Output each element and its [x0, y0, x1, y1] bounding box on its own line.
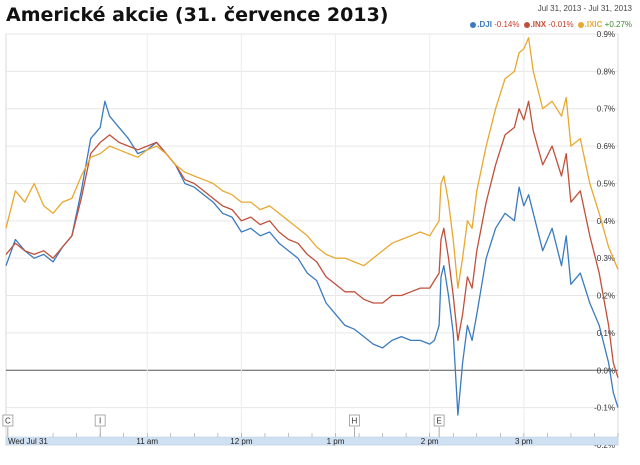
legend-series-name: .DJI [477, 20, 492, 29]
legend-series-change: -0.14% [491, 20, 520, 29]
event-marker-flag [2, 414, 14, 427]
legend-series-name: .IXIC [584, 20, 603, 29]
legend-item[interactable]: .IXIC +0.27% [577, 20, 632, 29]
x-start-label: Wed Jul 31 [8, 437, 48, 446]
event-marker-flag [433, 414, 445, 427]
y-tick-label: -0.2% [594, 441, 615, 450]
y-tick-label: 0.4% [597, 217, 615, 226]
legend-dot-icon [523, 21, 530, 28]
legend-dot-icon [577, 21, 584, 28]
event-marker-label: H [351, 417, 357, 426]
series-line-inx [5, 100, 619, 378]
x-tick-label: 1 pm [327, 437, 345, 446]
legend-dot-icon [470, 21, 477, 28]
y-tick-label: 0.6% [597, 142, 615, 151]
y-tick-label: 0.7% [597, 105, 615, 114]
legend-series-change: +0.27% [602, 20, 632, 29]
legend-series-change: -0.01% [546, 20, 574, 29]
date-range: Jul 31, 2013 - Jul 31, 2013 [537, 4, 632, 13]
event-marker-flag [349, 414, 360, 427]
legend-item[interactable]: .DJI -0.14% [470, 20, 520, 29]
y-tick-label: 0.3% [597, 254, 615, 263]
event-marker-flag [94, 414, 106, 427]
legend: .DJI -0.14% .INX -0.01% .IXIC +0.27% [466, 20, 632, 29]
event-marker-label: C [5, 417, 11, 426]
series-line-dji [5, 100, 619, 416]
x-tick-label: 12 pm [230, 437, 253, 446]
chart-title: Americké akcie (31. července 2013) [6, 4, 389, 26]
series-line-ixic [5, 37, 619, 289]
y-tick-label: 0.2% [597, 292, 615, 301]
event-marker-label: I [99, 417, 101, 426]
plot-frame [5, 33, 619, 446]
x-tick-label: 3 pm [515, 437, 533, 446]
y-tick-label: 0.1% [597, 329, 615, 338]
x-tick-label: 11 am [136, 437, 158, 446]
legend-item[interactable]: .INX -0.01% [523, 20, 574, 29]
y-tick-label: 0.0% [597, 366, 615, 375]
y-tick-label: 0.5% [597, 179, 615, 188]
event-marker-label: E [436, 417, 441, 426]
y-tick-label: -0.1% [594, 404, 615, 413]
x-tick-label: 2 pm [421, 437, 439, 446]
y-tick-label: 0.9% [597, 30, 615, 39]
legend-series-name: .INX [530, 20, 547, 29]
y-tick-label: 0.8% [597, 67, 615, 76]
